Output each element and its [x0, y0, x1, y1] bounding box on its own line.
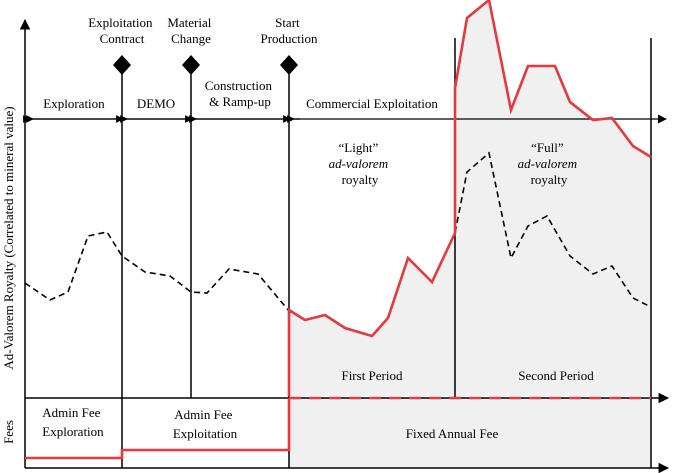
phase-label-commercial: Commercial Exploitation — [306, 96, 438, 111]
fee-label-exploration: Admin Fee Exploration — [42, 405, 104, 439]
phase-label-construction: Construction & Ramp-up — [205, 78, 275, 109]
first-period-label: First Period — [341, 368, 403, 383]
royalty-line — [287, 0, 652, 396]
fees-axis-label: Fees — [1, 420, 16, 444]
fee-label-exploitation: Admin Fee Exploitation — [173, 407, 238, 441]
light-royalty-label: “Light” ad-valorem royalty — [329, 140, 392, 187]
phase-label-demo: DEMO — [137, 96, 175, 111]
milestone-diamond-material-change — [182, 55, 200, 75]
milestone-label-material-change: Material Change — [167, 15, 214, 46]
milestone-label-exploitation-contract: Exploitation Contract — [88, 15, 156, 46]
milestone-diamond-start-production — [280, 55, 298, 75]
milestone-label-start-production: Start Production — [260, 15, 318, 46]
milestone-diamond-exploitation-contract — [113, 55, 131, 75]
second-period-label: Second Period — [518, 368, 594, 383]
fixed-fee-shaded-area — [289, 398, 651, 468]
full-royalty-label: “Full” ad-valorem royalty — [518, 140, 581, 187]
phase-label-exploration: Exploration — [43, 96, 105, 111]
y-axis-label: Ad-Valorem Royalty (Correlated to minera… — [1, 106, 16, 369]
royalty-shaded-area — [289, 0, 651, 396]
fee-line — [25, 398, 291, 460]
fee-label-fixed-annual: Fixed Annual Fee — [406, 426, 499, 441]
